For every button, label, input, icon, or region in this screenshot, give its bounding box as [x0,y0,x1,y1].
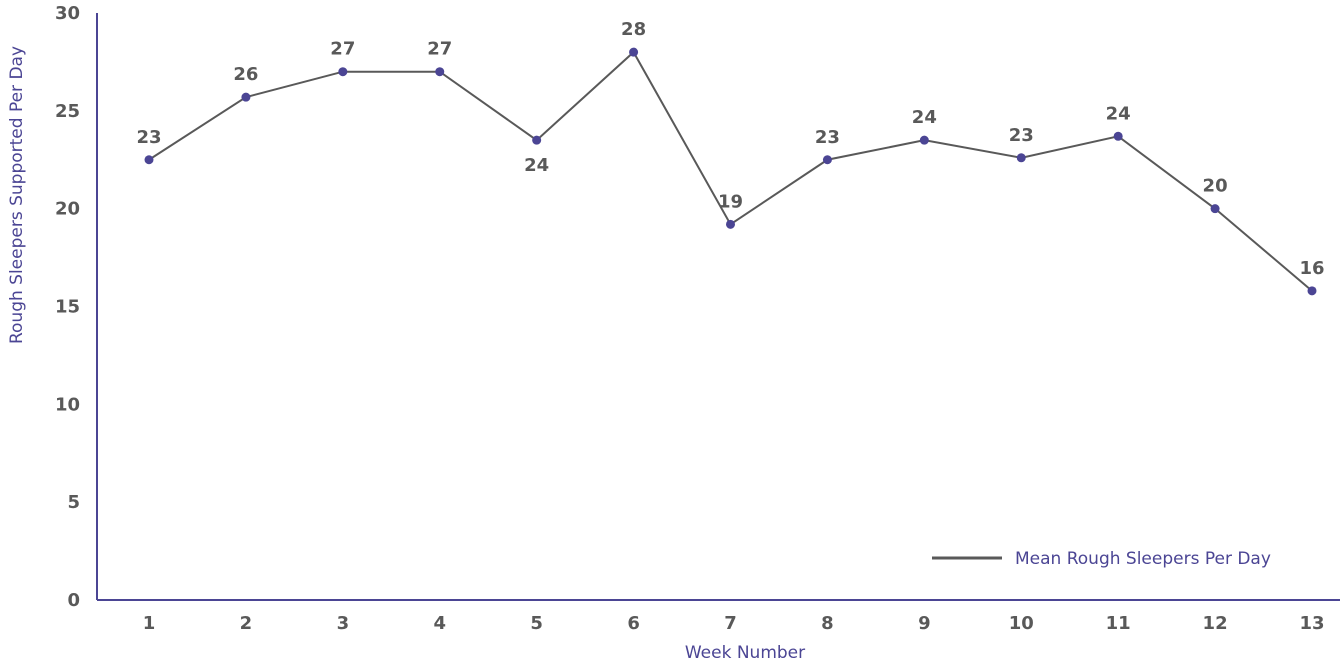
y-tick-label: 15 [55,297,80,318]
series-group: 23 26 27 27 24 28 19 23 24 23 24 20 16 [136,19,1325,296]
data-label: 20 [1203,176,1228,197]
data-label: 28 [621,19,646,40]
x-tick-label: 5 [530,613,543,634]
x-tick-label: 4 [433,613,446,634]
y-tick-label: 0 [67,590,80,611]
x-tick-label: 13 [1299,613,1324,634]
data-point [1016,153,1026,163]
data-point [726,219,735,229]
legend: Mean Rough Sleepers Per Day [932,549,1271,569]
data-label: 24 [524,155,549,176]
y-tick-label: 25 [55,101,80,122]
data-point [532,135,542,145]
data-label: 23 [1009,125,1034,146]
x-tick-label: 10 [1009,613,1034,634]
x-tick-label: 2 [240,613,253,634]
data-point [822,155,832,165]
data-label: 19 [718,191,743,212]
data-label: 27 [330,39,355,60]
x-axis-title: Week Number [685,643,805,663]
data-point [435,67,445,77]
data-point [1113,131,1123,141]
data-point [241,92,251,102]
y-tick-label: 30 [55,3,80,24]
data-point [919,135,929,145]
x-tick-label: 12 [1203,613,1228,634]
series-line [148,50,1313,292]
legend-label: Mean Rough Sleepers Per Day [1015,549,1271,569]
y-tick-label: 20 [55,199,80,220]
data-point [1307,286,1317,296]
data-label: 26 [233,64,258,85]
data-label: 27 [427,39,452,60]
data-label: 16 [1299,258,1324,279]
data-label: 23 [815,127,840,148]
y-tick-label: 5 [67,492,80,513]
x-tick-label: 11 [1106,613,1131,634]
data-point [338,67,348,77]
x-tick-label: 7 [724,613,737,634]
data-label: 24 [1106,103,1131,124]
data-label: 24 [912,107,937,128]
y-axis-title: Rough Sleepers Supported Per Day [7,46,27,344]
data-label: 23 [136,127,161,148]
data-point [1210,204,1220,214]
x-tick-labels: 1 2 3 4 5 6 7 8 9 10 11 12 13 [143,613,1325,634]
data-point [629,47,639,57]
x-tick-label: 8 [821,613,834,634]
x-tick-label: 9 [918,613,931,634]
x-tick-label: 6 [627,613,640,634]
y-tick-labels: 0 5 10 15 20 25 30 [55,3,80,611]
y-tick-label: 10 [55,394,80,415]
data-point [144,155,154,165]
x-tick-label: 3 [337,613,350,634]
x-tick-label: 1 [143,613,156,634]
